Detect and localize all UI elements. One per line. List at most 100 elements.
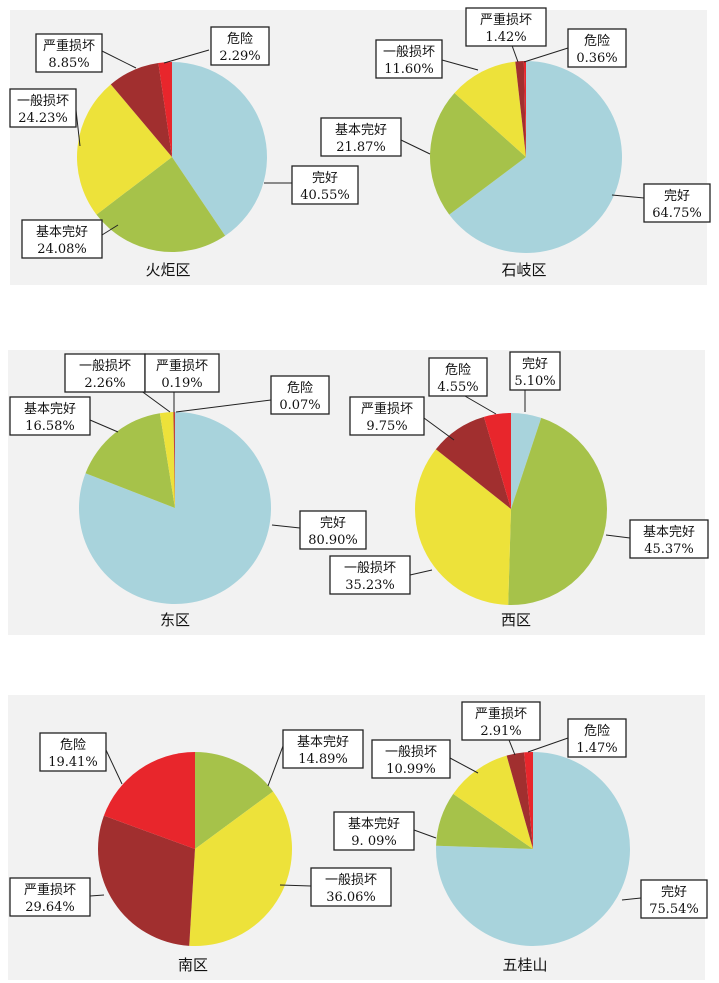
pie-slice-moderate-damage [414,449,511,605]
slice-label-dangerous: 危险 [227,32,253,47]
pie-slice-dangerous [524,751,533,849]
slice-label-severe-damage: 严重损坏 [475,706,527,722]
slice-value-severe-damage: 1.42% [485,30,526,45]
slice-label-moderate-damage: 一般损坏 [325,872,377,888]
slice-label-intact: 完好 [312,171,338,186]
slice-value-moderate-damage: 11.60% [384,62,434,77]
slice-value-dangerous: 19.41% [48,755,98,770]
callout-box-dangerous [210,26,270,66]
slice-value-basically-intact: 16.58% [25,419,75,434]
slice-value-basically-intact: 14.89% [298,752,348,767]
callout-box-intact [640,879,708,919]
slice-value-intact: 40.55% [300,188,350,203]
callout-box-basically-intact [629,519,709,559]
slice-label-severe-damage: 严重损坏 [480,12,532,28]
slice-value-severe-damage: 8.85% [48,56,89,71]
callout-box-basically-intact [333,811,415,851]
slice-label-basically-intact: 基本完好 [297,735,349,750]
pie-slice-intact [436,752,631,947]
callout-box-severe-damage [461,701,541,741]
leader-line-basically-intact [89,419,119,433]
pie-slice-basically-intact [96,157,226,253]
slice-label-dangerous: 危险 [60,738,86,753]
slice-label-basically-intact: 基本完好 [36,225,88,240]
callout-box-dangerous [270,375,330,415]
callout-box-basically-intact [9,396,91,436]
leader-line-severe-damage [423,417,455,441]
slice-label-basically-intact: 基本完好 [643,525,695,540]
slice-label-severe-damage: 严重损坏 [361,401,413,417]
pie-slice-basically-intact [508,417,607,606]
slice-label-basically-intact: 基本完好 [348,817,400,832]
leader-line-moderate-damage [441,59,479,71]
slice-value-intact: 5.10% [514,374,555,389]
callout-box-moderate-damage [371,739,451,779]
slice-label-intact: 完好 [664,189,690,204]
slice-value-moderate-damage: 2.26% [84,376,125,391]
chart-title: 石岐区 [501,261,546,279]
pie-slice-dangerous [158,62,172,157]
pie-slice-basically-intact [85,413,175,508]
slice-value-basically-intact: 45.37% [644,542,694,557]
leader-line-intact [621,897,642,901]
slice-value-basically-intact: 21.87% [336,140,386,155]
callout-box-basically-intact [320,117,402,157]
slice-label-severe-damage: 严重损坏 [156,358,208,374]
pie-slice-severe-damage [515,61,526,157]
pie-slice-intact [172,62,267,236]
callout-box-dangerous [567,718,627,758]
callout-box-dangerous [39,732,107,772]
pie-slice-moderate-damage [189,791,293,947]
slice-value-dangerous: 0.36% [576,51,617,66]
leader-line-dangerous [175,399,272,413]
callout-box-intact [509,351,561,391]
chart-title: 五桂山 [502,956,547,974]
slice-label-moderate-damage: 一般损坏 [385,744,437,760]
callout-box-severe-damage [144,353,220,393]
leader-line-intact [611,194,645,199]
pie-slice-intact [511,413,542,509]
pie-slice-intact [78,412,271,604]
slice-value-dangerous: 2.29% [219,49,260,64]
leader-line-dangerous [527,737,569,753]
slice-value-moderate-damage: 10.99% [386,762,436,777]
leader-line-moderate-damage [409,569,433,576]
leader-line-basically-intact [413,829,437,839]
callout-box-moderate-damage [329,555,411,595]
slice-value-basically-intact: 24.08% [37,242,87,257]
slice-label-moderate-damage: 一般损坏 [17,93,69,109]
slice-value-severe-damage: 9.75% [366,419,407,434]
pie-slice-dangerous [483,413,511,509]
leader-line-moderate-damage [139,389,171,413]
callout-box-basically-intact [282,729,364,769]
pie-slice-severe-damage [110,62,172,158]
leader-line-basically-intact [267,745,284,787]
callout-box-intact [643,183,711,223]
leader-line-moderate-damage [279,884,312,887]
callout-box-moderate-damage [64,353,146,393]
slice-value-dangerous: 0.07% [279,398,320,413]
chart-title: 火炬区 [145,261,190,279]
chart-title: 西区 [501,611,531,629]
chart-title: 南区 [178,956,208,974]
slice-value-intact: 80.90% [308,533,358,548]
pie-slice-severe-damage [173,412,175,508]
slice-label-dangerous: 危险 [584,34,610,49]
slice-value-basically-intact: 9. 09% [351,834,396,849]
slice-label-moderate-damage: 一般损坏 [344,560,396,576]
chart-title: 东区 [160,611,190,629]
pie-slice-severe-damage [97,815,195,946]
pie-slice-moderate-damage [453,755,533,849]
pie-slice-basically-intact [436,793,533,849]
callout-box-intact [299,510,367,550]
pie-slice-intact [449,61,622,253]
leader-line-moderate-damage [75,109,81,147]
leader-line-severe-damage [99,49,137,69]
slice-value-severe-damage: 2.91% [480,724,521,739]
callout-box-dangerous [428,357,488,397]
slice-label-intact: 完好 [320,516,346,531]
slice-value-dangerous: 1.47% [576,741,617,756]
pie-slice-basically-intact [195,751,274,849]
leader-line-moderate-damage [449,757,479,774]
